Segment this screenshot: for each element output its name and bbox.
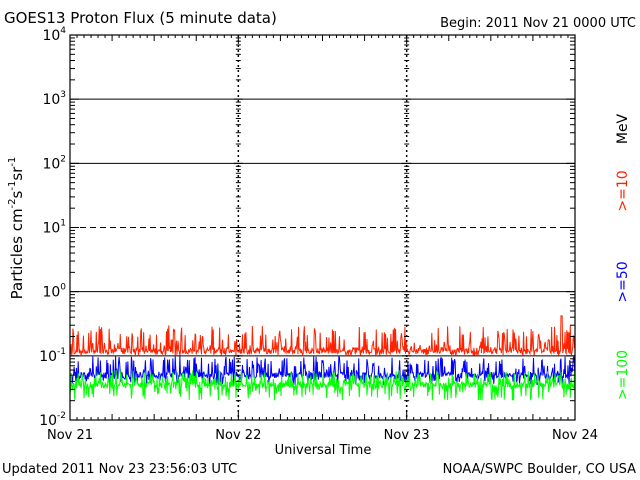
x-axis-label: Universal Time [275,443,372,458]
legend-entry: >=100 [615,350,631,400]
x-tick-label: Nov 23 [384,428,430,443]
y-tick-label: 101 [42,219,66,237]
x-axis-tick-labels: Nov 21 Nov 22 Nov 23 Nov 24 [47,428,598,443]
y-tick-label: 10-2 [39,411,66,429]
series-layer [69,315,576,401]
chart-title: GOES13 Proton Flux (5 minute data) [4,9,277,27]
y-tick-label: 102 [42,154,66,172]
legend-unit: MeV [615,113,631,144]
updated-label: Updated 2011 Nov 23 23:56:03 UTC [2,462,237,477]
y-tick-label: 100 [42,283,66,301]
legend: MeV >=10 >=50 >=100 [615,113,631,400]
begin-label: Begin: 2011 Nov 21 0000 UTC [440,16,636,31]
series-line [69,315,576,358]
y-axis-ticks [69,35,576,421]
y-axis-tick-labels: 10-2 10-1 100 101 102 103 104 [39,26,66,429]
y-tick-label: 103 [42,90,66,108]
series-line [69,369,576,401]
x-tick-label: Nov 24 [552,428,598,443]
reference-lines [70,98,575,357]
y-tick-label: 104 [42,26,66,44]
legend-entry: >=10 [615,170,631,211]
credit-label: NOAA/SWPC Boulder, CO USA [443,462,636,477]
y-tick-label: 10-1 [39,347,66,365]
y-axis-label: Particles cm-2s-1sr-1 [7,157,26,300]
legend-entry: >=50 [615,261,631,302]
x-tick-label: Nov 22 [215,428,261,443]
x-tick-label: Nov 21 [47,428,93,443]
